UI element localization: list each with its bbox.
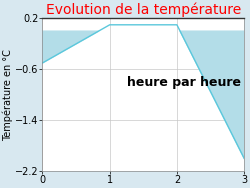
Text: heure par heure: heure par heure — [127, 76, 241, 89]
Title: Evolution de la température: Evolution de la température — [46, 3, 241, 17]
Y-axis label: Température en °C: Température en °C — [3, 49, 13, 141]
